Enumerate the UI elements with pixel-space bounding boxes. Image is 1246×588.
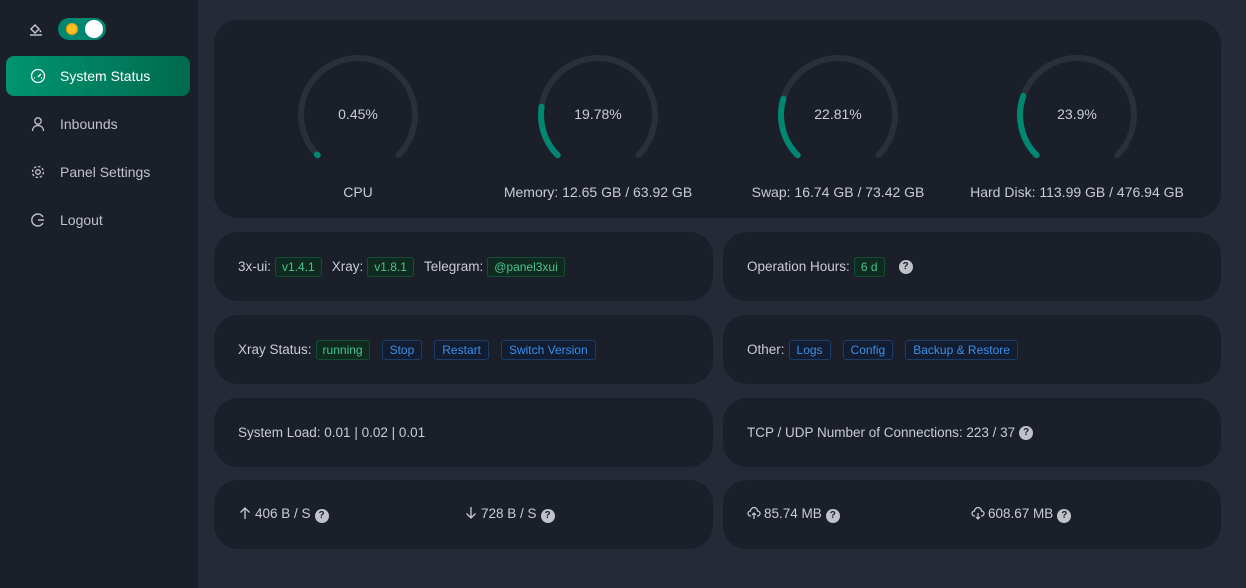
- upload-speed-value: 406 B / S: [255, 506, 311, 521]
- arrow-down-icon: [466, 507, 476, 519]
- gauge-fill: [778, 95, 801, 159]
- cloud-download-icon: [971, 506, 985, 520]
- stop-button[interactable]: Stop: [381, 339, 423, 360]
- paint-bucket-icon: [30, 24, 42, 36]
- total-received-value: 608.67 MB: [988, 506, 1054, 521]
- total-sent-value: 85.74 MB: [764, 506, 822, 521]
- ui-version-tag: v1.4.1: [275, 256, 322, 277]
- gauge-ring: [298, 55, 418, 159]
- uptime-card: Operation Hours: 6 d?: [723, 232, 1221, 301]
- upload-speed: 406 B / S?: [238, 506, 464, 523]
- sidebar-item-system-status[interactable]: System Status: [6, 56, 190, 96]
- toggle-knob: [85, 20, 103, 38]
- gauge-cpu: 0.45% CPU: [238, 50, 478, 200]
- system-gauges-card: 0.45% CPU 19.78% Memory: 12.65 GB / 63.92 …: [214, 20, 1221, 218]
- download-speed-value: 728 B / S: [481, 506, 537, 521]
- gauge-track: [298, 55, 418, 159]
- total-sent: 85.74 MB?: [747, 506, 971, 523]
- help-icon[interactable]: ?: [898, 259, 913, 274]
- xray-status-tag: running: [315, 339, 370, 360]
- gauge-label: CPU: [343, 184, 373, 200]
- restart-button[interactable]: Restart: [434, 339, 489, 360]
- help-icon[interactable]: ?: [540, 509, 555, 523]
- help-icon[interactable]: ?: [1019, 425, 1034, 440]
- gauge-label: Hard Disk: 113.99 GB / 476.94 GB: [970, 184, 1184, 200]
- network-total-card: 85.74 MB? 608.67 MB?: [723, 480, 1221, 549]
- switch-version-button[interactable]: Switch Version: [500, 339, 596, 360]
- dashboard-icon: [30, 68, 46, 84]
- xray-version-label: Xray:: [331, 259, 364, 274]
- gauge-ring: [778, 55, 898, 159]
- sidebar: System Status Inbounds Panel Settings Lo…: [0, 0, 198, 588]
- telegram-link[interactable]: @panel3xui: [487, 256, 565, 277]
- sun-icon: [67, 24, 77, 34]
- help-icon[interactable]: ?: [314, 509, 329, 523]
- gauge-value: 22.81%: [814, 106, 862, 122]
- system-load-text: System Load: 0.01 | 0.02 | 0.01: [238, 425, 426, 440]
- sidebar-item-label: Inbounds: [60, 116, 118, 132]
- gauge-ring: [1017, 55, 1137, 159]
- user-icon: [31, 117, 45, 132]
- logout-icon: [31, 213, 44, 227]
- total-received: 608.67 MB?: [971, 506, 1072, 523]
- backup-restore-button[interactable]: Backup & Restore: [905, 339, 1018, 360]
- gauge-label: Memory: 12.65 GB / 63.92 GB: [503, 184, 693, 200]
- download-speed: 728 B / S?: [464, 506, 555, 523]
- gauge-value: 23.9%: [1057, 106, 1097, 122]
- versions-card: 3x-ui: v1.4.1 Xray: v1.8.1 Telegram: @panel…: [214, 232, 713, 301]
- uptime-tag: 6 d: [853, 256, 885, 277]
- arrow-up-icon: [240, 507, 250, 519]
- gear-icon: [31, 165, 45, 179]
- gauge-fill: [313, 151, 321, 159]
- theme-switcher: [28, 18, 106, 40]
- xray-version-tag: v1.8.1: [367, 256, 414, 277]
- logs-button[interactable]: Logs: [788, 339, 831, 360]
- sidebar-item-logout[interactable]: Logout: [6, 200, 190, 240]
- gauge-ring: [538, 55, 658, 159]
- xray-status-card: Xray Status: running Stop Restart Switch …: [214, 315, 713, 384]
- sidebar-item-panel-settings[interactable]: Panel Settings: [6, 152, 190, 192]
- gauge-swap: 22.81% Swap: 16.74 GB / 73.42 GB: [718, 50, 958, 200]
- gauge-fill: [1017, 92, 1040, 159]
- uptime-label: Operation Hours:: [747, 259, 850, 274]
- sidebar-item-label: Panel Settings: [60, 164, 151, 180]
- other-label: Other:: [747, 342, 785, 357]
- help-icon[interactable]: ?: [1057, 509, 1072, 523]
- sidebar-item-inbounds[interactable]: Inbounds: [6, 104, 190, 144]
- help-icon[interactable]: ?: [825, 509, 840, 523]
- gauge-fill: [538, 103, 561, 159]
- gauge-value: 0.45%: [338, 106, 378, 122]
- telegram-label: Telegram:: [423, 259, 484, 274]
- cloud-upload-icon: [747, 506, 761, 519]
- xray-status-label: Xray Status:: [238, 342, 312, 357]
- theme-toggle[interactable]: [58, 18, 106, 40]
- gauge-label: Swap: 16.74 GB / 73.42 GB: [751, 184, 925, 200]
- system-load-card: System Load: 0.01 | 0.02 | 0.01: [214, 398, 713, 467]
- config-button[interactable]: Config: [842, 339, 894, 360]
- connections-text: TCP / UDP Number of Connections: 223 / 3…: [747, 425, 1016, 440]
- connections-card: TCP / UDP Number of Connections: 223 / 3…: [723, 398, 1221, 467]
- network-speed-card: 406 B / S? 728 B / S?: [214, 480, 713, 549]
- sidebar-item-label: System Status: [60, 68, 151, 84]
- gauge-disk: 23.9% Hard Disk: 113.99 GB / 476.94 GB: [957, 50, 1197, 200]
- gauge-value: 19.78%: [574, 106, 622, 122]
- sidebar-item-label: Logout: [60, 212, 103, 228]
- other-card: Other: Logs Config Backup & Restore: [723, 315, 1221, 384]
- gauge-memory: 19.78% Memory: 12.65 GB / 63.92 GB: [478, 50, 718, 200]
- ui-version-label: 3x-ui:: [238, 259, 272, 274]
